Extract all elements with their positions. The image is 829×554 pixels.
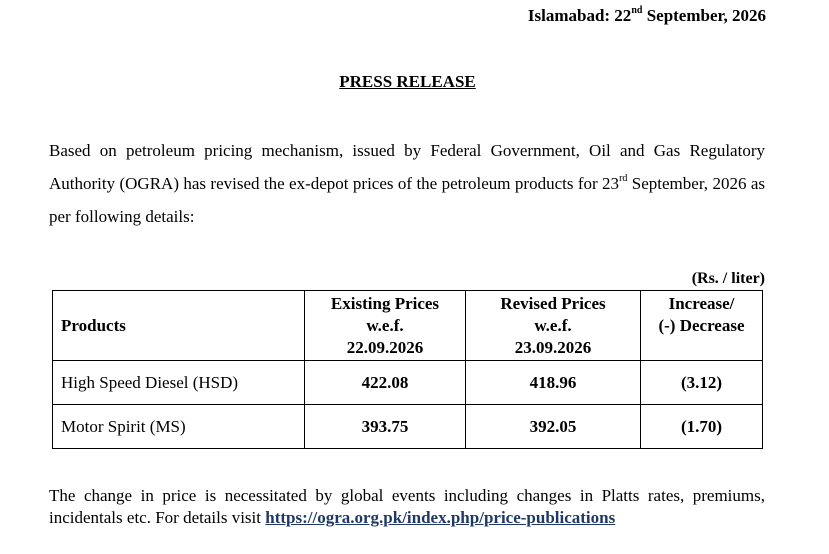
header-revised-prices: Revised Prices w.e.f. 23.09.2026 [465, 290, 641, 361]
header-change-line2: (-) Decrease [658, 316, 745, 335]
press-release-title-block: PRESS RELEASE [0, 72, 815, 92]
price-publications-link[interactable]: https://ogra.org.pk/index.php/price-publ… [265, 508, 616, 527]
existing-price-cell: 422.08 [304, 360, 466, 405]
price-change-cell: (1.70) [640, 404, 763, 449]
dateline-day-suffix: nd [631, 5, 643, 17]
header-existing-line3: 22.09.2026 [346, 338, 424, 357]
revised-price-cell: 392.05 [465, 404, 641, 449]
table-row: High Speed Diesel (HSD) 422.08 418.96 (3… [52, 360, 763, 405]
intro-text-part1: Based on petroleum pricing mechanism, is… [49, 141, 765, 193]
table-header-row: Products Existing Prices w.e.f. 22.09.20… [52, 290, 763, 361]
intro-text-part2: September, 2026 as per following details… [49, 174, 765, 226]
header-revised-line3: 23.09.2026 [514, 338, 592, 357]
existing-price-cell: 393.75 [304, 404, 466, 449]
header-change-line1: Increase/ [668, 294, 735, 313]
header-existing-line2: w.e.f. [366, 316, 404, 335]
price-change-cell: (3.12) [640, 360, 763, 405]
footer-text: The change in price is necessitated by g… [49, 486, 765, 527]
intro-paragraph: Based on petroleum pricing mechanism, is… [49, 134, 765, 233]
product-name-cell: High Speed Diesel (HSD) [52, 360, 305, 405]
footer-paragraph: The change in price is necessitated by g… [49, 485, 765, 529]
header-revised-line2: w.e.f. [534, 316, 572, 335]
price-table: Products Existing Prices w.e.f. 22.09.20… [52, 290, 763, 449]
dateline-month-year: September, 2026 [642, 6, 766, 25]
header-products: Products [52, 290, 305, 361]
product-name-cell: Motor Spirit (MS) [52, 404, 305, 449]
press-release-title: PRESS RELEASE [339, 72, 476, 91]
header-existing-prices: Existing Prices w.e.f. 22.09.2026 [304, 290, 466, 361]
unit-note: (Rs. / liter) [691, 270, 765, 287]
header-existing-line1: Existing Prices [330, 294, 440, 313]
revised-price-cell: 418.96 [465, 360, 641, 405]
header-change: Increase/ (-) Decrease [640, 290, 763, 361]
table-row: Motor Spirit (MS) 393.75 392.05 (1.70) [52, 404, 763, 449]
dateline: Islamabad: 22nd September, 2026 [528, 6, 766, 26]
dateline-day: Islamabad: 22 [527, 6, 632, 25]
header-revised-line1: Revised Prices [500, 294, 606, 313]
intro-date-suffix: rd [619, 173, 628, 185]
